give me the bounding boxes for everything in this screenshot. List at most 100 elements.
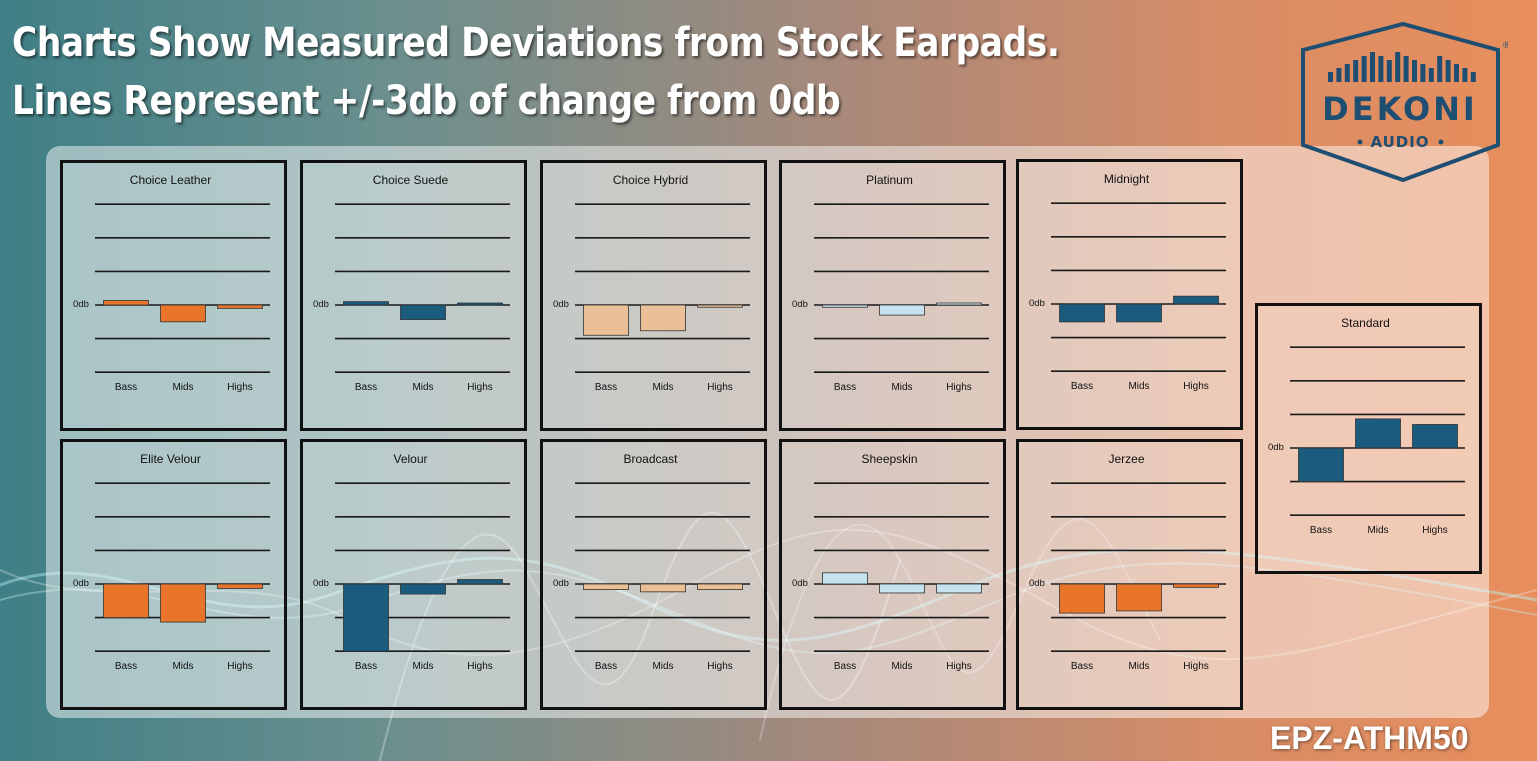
category-label: Bass — [115, 661, 137, 672]
logo-bar — [1344, 64, 1350, 82]
bar-mids — [1116, 303, 1162, 323]
chart-svg: Broadcast 0db Bass Mids Highs — [553, 452, 750, 672]
chart-title: Jerzee — [1108, 452, 1144, 466]
category-label: Highs — [707, 661, 733, 672]
bar-bass — [822, 572, 868, 585]
zero-label: 0db — [792, 578, 808, 589]
zero-label: 0db — [553, 299, 569, 310]
chart-sheepskin: Sheepskin 0db Bass Mids Highs — [779, 439, 1006, 710]
logo-bar — [1378, 56, 1384, 82]
bar-highs — [217, 583, 263, 589]
bar-mids — [1116, 583, 1162, 612]
logo-bar — [1328, 72, 1333, 82]
chart-title: Choice Hybrid — [613, 173, 688, 187]
logo-dot-left — [1357, 139, 1363, 145]
chart-choice-suede: Choice Suede 0db Bass Mids Highs — [300, 160, 527, 431]
logo-sub: AUDIO — [1370, 133, 1429, 151]
category-label: Bass — [355, 661, 377, 672]
logo-bar — [1437, 56, 1443, 82]
chart-platinum: Platinum 0db Bass Mids Highs — [779, 160, 1006, 431]
category-label: Bass — [595, 382, 617, 393]
chart-broadcast: Broadcast 0db Bass Mids Highs — [540, 439, 767, 710]
category-label: Bass — [834, 661, 856, 672]
category-label: Bass — [1071, 381, 1093, 392]
zero-label: 0db — [553, 578, 569, 589]
chart-svg: Choice Hybrid 0db Bass Mids Highs — [553, 173, 750, 393]
bar-bass — [103, 300, 149, 306]
bar-highs — [1412, 424, 1458, 449]
logo-bar — [1386, 60, 1392, 82]
chart-svg: Standard 0db Bass Mids Highs — [1268, 316, 1465, 536]
category-label: Mids — [891, 382, 912, 393]
category-label: Mids — [652, 382, 673, 393]
chart-midnight: Midnight 0db Bass Mids Highs — [1016, 159, 1243, 430]
bar-mids — [400, 583, 446, 595]
chart-svg: Elite Velour 0db Bass Mids Highs — [73, 452, 270, 672]
bar-bass — [1059, 583, 1105, 614]
chart-choice-hybrid: Choice Hybrid 0db Bass Mids Highs — [540, 160, 767, 431]
zero-label: 0db — [73, 578, 89, 589]
model-number: EPZ-ATHM50 — [1270, 720, 1469, 756]
logo-bar — [1462, 68, 1468, 82]
dekoni-logo: DEKONI AUDIO ® — [1301, 21, 1508, 183]
bar-mids — [879, 304, 925, 316]
category-label: Mids — [412, 382, 433, 393]
bar-bass — [1298, 447, 1344, 482]
bar-mids — [1355, 418, 1401, 449]
category-label: Bass — [1310, 525, 1332, 536]
chart-title: Broadcast — [623, 452, 678, 466]
bar-mids — [640, 304, 686, 332]
bar-mids — [640, 583, 686, 593]
bar-bass — [822, 304, 868, 308]
logo-bar — [1361, 56, 1367, 82]
bar-highs — [1173, 583, 1219, 588]
category-label: Mids — [891, 661, 912, 672]
logo-bar — [1395, 52, 1401, 82]
bar-mids — [879, 583, 925, 594]
zero-label: 0db — [73, 299, 89, 310]
chart-title: Choice Leather — [130, 173, 211, 187]
chart-title: Midnight — [1104, 172, 1150, 186]
category-label: Highs — [467, 382, 493, 393]
category-label: Highs — [1422, 525, 1448, 536]
category-label: Highs — [707, 382, 733, 393]
bar-highs — [936, 583, 982, 594]
zero-label: 0db — [313, 578, 329, 589]
chart-choice-leather: Choice Leather 0db Bass Mids Highs — [60, 160, 287, 431]
logo-bar — [1470, 72, 1476, 82]
category-label: Highs — [1183, 381, 1209, 392]
bar-highs — [697, 304, 743, 308]
headline-line-2: Lines Represent +/-3db of change from 0d… — [12, 78, 841, 124]
category-label: Mids — [1128, 381, 1149, 392]
category-label: Bass — [1071, 661, 1093, 672]
chart-title: Choice Suede — [373, 173, 449, 187]
bar-mids — [400, 304, 446, 320]
bar-highs — [1173, 295, 1219, 305]
bar-highs — [217, 304, 263, 309]
chart-title: Standard — [1341, 316, 1390, 330]
category-label: Mids — [172, 382, 193, 393]
category-label: Bass — [355, 382, 377, 393]
logo-bar — [1454, 64, 1459, 82]
category-label: Highs — [1183, 661, 1209, 672]
headline: Charts Show Measured Deviations from Sto… — [12, 14, 1060, 130]
logo-bar — [1420, 64, 1426, 82]
category-label: Mids — [412, 661, 433, 672]
bar-bass — [583, 304, 629, 336]
bar-bass — [103, 583, 149, 618]
equalizer-bars-icon — [1328, 52, 1476, 82]
chart-title: Platinum — [866, 173, 913, 187]
logo-hexagon — [1301, 21, 1500, 183]
category-label: Highs — [227, 661, 253, 672]
logo-bar — [1403, 56, 1409, 82]
chart-velour: Velour 0db Bass Mids Highs — [300, 439, 527, 710]
chart-svg: Platinum 0db Bass Mids Highs — [792, 173, 989, 393]
chart-svg: Velour 0db Bass Mids Highs — [313, 452, 510, 672]
chart-svg: Sheepskin 0db Bass Mids Highs — [792, 452, 989, 672]
logo-bar — [1353, 60, 1359, 82]
zero-label: 0db — [1029, 298, 1045, 309]
bar-bass — [583, 583, 629, 590]
logo-bar — [1445, 60, 1451, 82]
bar-highs — [457, 302, 503, 306]
headline-line-1: Charts Show Measured Deviations from Sto… — [12, 20, 1060, 66]
